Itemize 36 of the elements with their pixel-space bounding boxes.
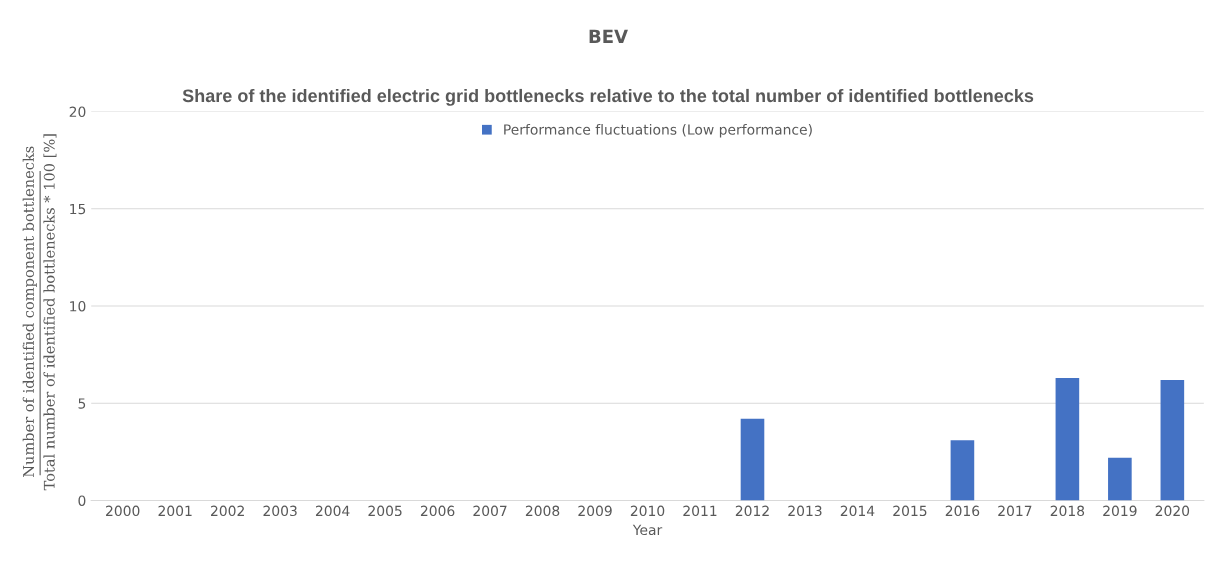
- y-tick-label: 15: [70, 203, 86, 215]
- bar: [740, 418, 765, 501]
- x-tick-label: 2010: [630, 505, 665, 517]
- bar: [950, 440, 975, 501]
- x-tick-label: 2018: [1050, 505, 1085, 517]
- x-tick-label: 2016: [945, 505, 980, 517]
- x-tick-label: 2000: [106, 505, 140, 517]
- x-axis-title: Year: [632, 524, 663, 536]
- x-tick-label: 2011: [683, 505, 717, 517]
- y-tick-label: 0: [78, 495, 86, 506]
- bar: [1108, 457, 1132, 501]
- x-tick-label: 2015: [893, 505, 927, 517]
- x-tick-label: 2020: [1155, 505, 1190, 517]
- x-tick-label: 2004: [315, 505, 350, 517]
- y-tick-label: 5: [78, 398, 86, 409]
- x-tick-label: 2012: [735, 505, 769, 517]
- x-tick-label: 2005: [368, 505, 402, 517]
- chart-subtitle: Share of the identified electric grid bottlenecks relative to the total number of identified bottlenecks: [182, 88, 1034, 106]
- bar: [1055, 377, 1080, 501]
- x-tick-label: 2019: [1103, 505, 1137, 517]
- y-tick-label: 20: [69, 106, 86, 118]
- x-tick-label: 2009: [578, 505, 612, 517]
- y-axis-title: Number of identified component bottlenecks Total number of identified bottlenecks * 100 [%]: [22, 134, 57, 491]
- x-tick-label: 2014: [840, 505, 875, 517]
- x-tick-label: 2003: [263, 505, 297, 517]
- legend-label: Performance fluctuations (Low performance): [504, 124, 812, 138]
- x-tick-label: 2013: [788, 505, 822, 517]
- y-tick-label: 10: [70, 300, 86, 312]
- bar: [1160, 379, 1185, 501]
- x-tick-label: 2001: [158, 505, 192, 517]
- x-tick-label: 2017: [998, 505, 1032, 517]
- x-tick-label: 2008: [525, 505, 560, 517]
- x-tick-label: 2007: [473, 505, 507, 517]
- chart-title: BEV: [589, 29, 628, 43]
- x-tick-label: 2002: [211, 505, 244, 517]
- x-tick-label: 2006: [420, 505, 455, 517]
